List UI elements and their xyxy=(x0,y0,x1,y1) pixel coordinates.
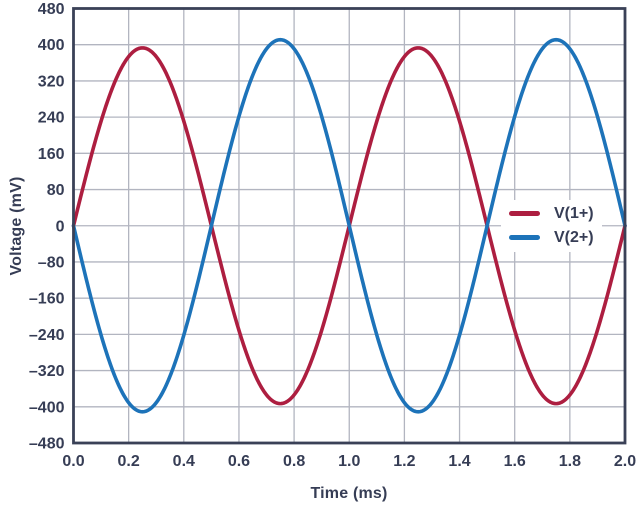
x-tick-label: 1.2 xyxy=(393,453,415,470)
legend-item-v1: V(1+) xyxy=(509,203,594,224)
y-tick-label: –320 xyxy=(29,363,65,380)
gridlines xyxy=(73,8,625,443)
y-tick-label: 160 xyxy=(38,146,65,163)
plot-border xyxy=(72,7,627,445)
x-tick-label: 1.6 xyxy=(504,453,526,470)
legend-label-v1: V(1+) xyxy=(554,204,594,222)
y-tick-label: –160 xyxy=(29,291,65,308)
y-axis-title: Voltage (mV) xyxy=(8,176,25,276)
v2-line-swatch xyxy=(509,235,540,240)
legend-label-v2: V(2+) xyxy=(554,228,594,246)
x-tick-label: 0.4 xyxy=(173,453,195,470)
y-tick-label: 80 xyxy=(47,182,65,199)
x-tick-label: 0.8 xyxy=(283,453,305,470)
x-tick-label: 0.0 xyxy=(62,453,84,470)
y-tick-label: –80 xyxy=(38,254,65,271)
tick-labels: 480 400 320 240 160 80 0 –80 –160 –240 –320 –400 –48… xyxy=(29,1,636,470)
y-tick-label: 480 xyxy=(38,1,65,18)
series-curve-2 xyxy=(71,37,627,414)
x-tick-label: 0.6 xyxy=(228,453,250,470)
y-tick-label: 400 xyxy=(38,37,65,54)
y-tick-label: 320 xyxy=(38,73,65,90)
x-axis-title: Time (ms) xyxy=(310,485,388,502)
v1-line-swatch xyxy=(509,211,540,216)
y-tick-label: –480 xyxy=(29,436,65,453)
y-tick-label: 240 xyxy=(38,110,65,127)
x-tick-label: 1.0 xyxy=(338,453,360,470)
y-tick-label: 0 xyxy=(56,218,65,235)
x-tick-label: 1.4 xyxy=(448,453,470,470)
y-tick-label: –240 xyxy=(29,327,65,344)
legend: V(1+) V(2+) xyxy=(501,200,602,252)
x-tick-label: 2.0 xyxy=(614,453,636,470)
x-tick-label: 0.2 xyxy=(118,453,140,470)
y-tick-label: –400 xyxy=(29,399,65,416)
x-tick-label: 1.8 xyxy=(559,453,581,470)
legend-item-v2: V(2+) xyxy=(509,227,594,248)
